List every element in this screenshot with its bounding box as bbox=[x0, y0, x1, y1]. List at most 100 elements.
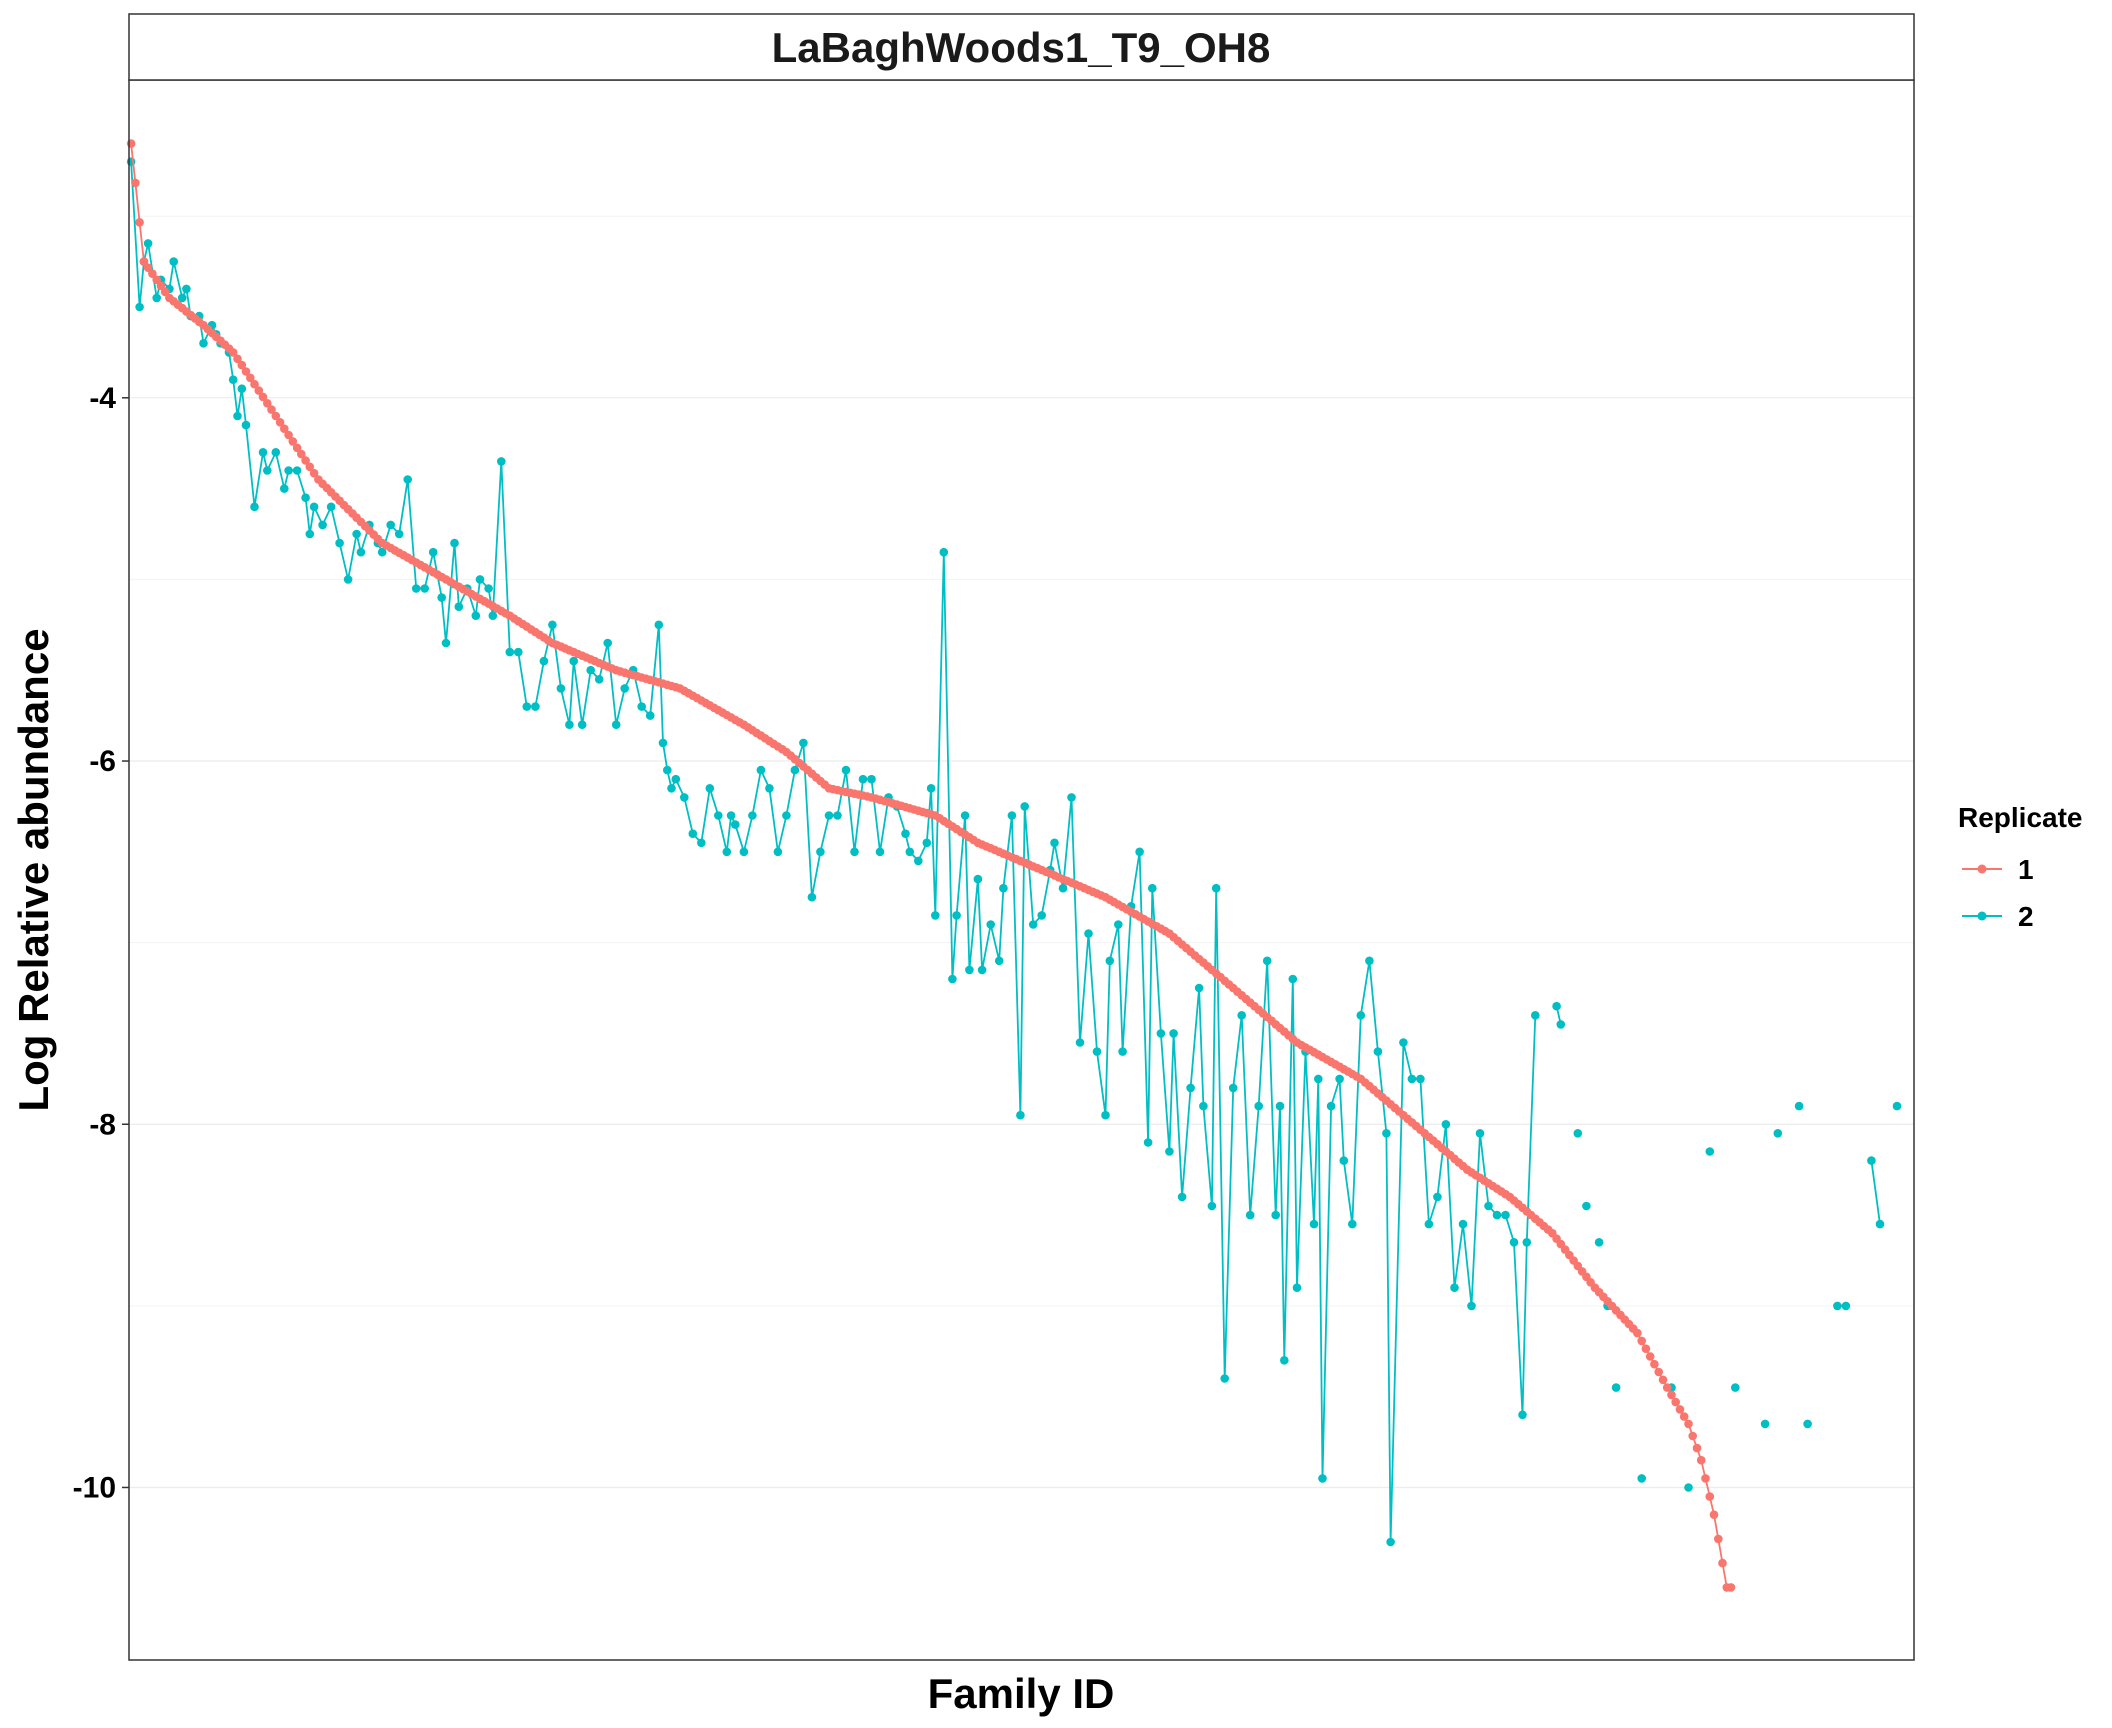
series-1-point bbox=[1662, 1383, 1672, 1392]
series-2-point bbox=[726, 811, 736, 820]
series-1-point bbox=[1688, 1431, 1697, 1441]
series-2-point bbox=[1441, 1120, 1451, 1129]
y-tick-label: -4 bbox=[89, 382, 116, 415]
series-2-point bbox=[1458, 1219, 1468, 1229]
series-2-point bbox=[1424, 1219, 1434, 1229]
series-2-point bbox=[394, 529, 404, 539]
series-2-point bbox=[475, 575, 485, 584]
series-2-point bbox=[335, 538, 344, 548]
series-2-point bbox=[356, 547, 366, 557]
series-1-point bbox=[280, 424, 289, 434]
series-2-point bbox=[318, 520, 327, 530]
series-2-point bbox=[1484, 1201, 1493, 1211]
series-2-point bbox=[1254, 1101, 1263, 1111]
series-2-point bbox=[1007, 811, 1017, 820]
series-2-point bbox=[1143, 1138, 1153, 1147]
series-2-point bbox=[309, 502, 319, 512]
series-2-point bbox=[965, 965, 974, 975]
series-1-point bbox=[275, 418, 285, 427]
series-2-point bbox=[901, 829, 910, 838]
series-2-point bbox=[386, 520, 396, 530]
series-2-point bbox=[671, 774, 681, 784]
series-2-point bbox=[1211, 883, 1221, 893]
series-1-point bbox=[1641, 1344, 1651, 1353]
legend-title: Replicate bbox=[1958, 802, 2083, 833]
series-1-point bbox=[228, 348, 238, 357]
series-2-point bbox=[1339, 1156, 1349, 1165]
series-1-point bbox=[1718, 1558, 1727, 1568]
series-2-point bbox=[250, 502, 259, 512]
series-2-point bbox=[1037, 911, 1046, 920]
series-1-point bbox=[1684, 1419, 1693, 1429]
series-2-point bbox=[1582, 1201, 1591, 1211]
series-2-point bbox=[905, 847, 915, 857]
legend-key-1-point bbox=[1977, 864, 1987, 874]
series-1-point bbox=[309, 468, 319, 478]
series-2-point bbox=[1262, 956, 1272, 966]
series-2-point bbox=[1245, 1210, 1255, 1220]
series-2-point bbox=[603, 638, 612, 648]
series-2-point bbox=[1020, 802, 1029, 811]
series-1-point bbox=[1633, 1328, 1642, 1338]
series-2-point bbox=[790, 765, 800, 775]
series-2-point bbox=[471, 611, 481, 620]
series-2-point bbox=[1518, 1410, 1527, 1420]
series-2-point bbox=[548, 620, 557, 630]
series-2-point bbox=[352, 529, 361, 539]
series-2-point bbox=[977, 965, 987, 975]
series-2-point bbox=[858, 774, 868, 784]
series-2-point bbox=[1348, 1219, 1357, 1229]
series-2-point bbox=[258, 448, 268, 457]
series-2-point bbox=[428, 547, 438, 557]
series-2-point bbox=[237, 384, 247, 394]
series-2-point bbox=[577, 720, 587, 729]
series-2-point bbox=[1509, 1238, 1519, 1247]
series-1-point bbox=[1696, 1455, 1706, 1465]
series-2-point bbox=[497, 457, 506, 466]
series-2-point bbox=[739, 847, 749, 857]
series-2-point bbox=[292, 466, 302, 475]
series-2-point bbox=[1207, 1201, 1217, 1211]
series-1-point bbox=[143, 263, 153, 273]
legend-entry-2: 2 bbox=[1962, 901, 2034, 932]
series-2-point bbox=[1050, 838, 1059, 848]
series-2-point bbox=[799, 738, 808, 748]
series-2-point bbox=[1803, 1419, 1812, 1429]
series-1-point bbox=[1679, 1412, 1689, 1421]
series-2-point bbox=[263, 466, 272, 475]
series-2-point bbox=[1684, 1483, 1693, 1492]
series-2-point bbox=[654, 620, 664, 630]
series-2-point bbox=[1892, 1101, 1902, 1111]
series-2-point bbox=[960, 811, 970, 820]
series-2-point bbox=[688, 829, 698, 838]
series-1-point bbox=[1637, 1336, 1646, 1346]
series-2-point bbox=[1177, 1192, 1187, 1202]
series-1-point bbox=[1726, 1583, 1736, 1592]
series-1-line bbox=[130, 143, 1731, 1589]
series-2-point bbox=[1318, 1474, 1327, 1483]
series-2-point bbox=[1594, 1238, 1604, 1247]
series-2-point bbox=[1573, 1129, 1583, 1138]
series-2-point bbox=[1407, 1074, 1417, 1084]
series-2-point bbox=[1731, 1383, 1740, 1392]
series-2-point bbox=[680, 793, 689, 802]
series-2-point bbox=[611, 720, 621, 729]
series-2-point bbox=[228, 375, 238, 385]
y-tick-label: -8 bbox=[89, 1108, 116, 1141]
series-2-point bbox=[1028, 920, 1038, 929]
series-2-point bbox=[973, 874, 983, 884]
legend: Replicate 1 2 bbox=[1958, 802, 2083, 932]
series-2-point bbox=[1016, 1110, 1025, 1120]
legend-label-1: 1 bbox=[2018, 854, 2034, 885]
y-axis-ticks: -4 -6 -8 -10 bbox=[73, 382, 129, 1504]
series-2-point bbox=[1356, 1011, 1366, 1020]
series-2-point bbox=[1148, 883, 1157, 893]
series-1-point bbox=[126, 139, 136, 148]
series-2-point bbox=[1760, 1419, 1770, 1429]
series-2-point bbox=[645, 711, 655, 720]
series-1-point bbox=[1671, 1397, 1680, 1407]
series-2-point bbox=[1237, 1011, 1246, 1020]
series-2-point bbox=[169, 257, 178, 266]
series-2-point bbox=[484, 584, 493, 593]
series-2-point bbox=[1314, 1074, 1323, 1084]
